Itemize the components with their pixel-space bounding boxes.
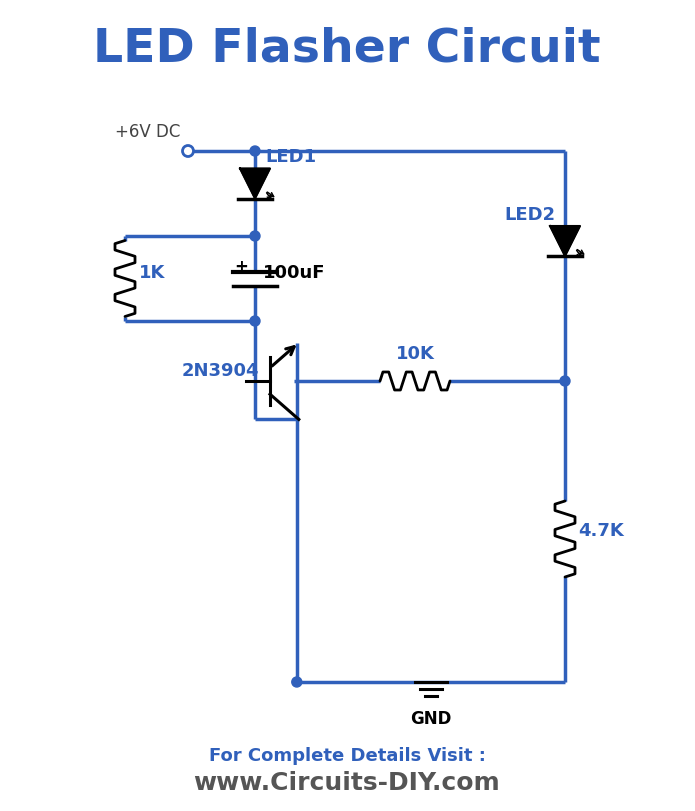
Circle shape [250, 231, 260, 241]
Text: LED2: LED2 [504, 206, 555, 224]
Text: 100uF: 100uF [263, 264, 325, 282]
Circle shape [292, 677, 302, 687]
Text: 4.7K: 4.7K [578, 522, 623, 540]
Circle shape [250, 146, 260, 156]
Text: LED1: LED1 [265, 148, 316, 166]
Text: LED Flasher Circuit: LED Flasher Circuit [93, 27, 600, 71]
Text: www.Circuits-DIY.com: www.Circuits-DIY.com [194, 771, 500, 795]
Polygon shape [550, 226, 580, 256]
Text: For Complete Details Visit :: For Complete Details Visit : [208, 747, 485, 765]
Text: +: + [234, 258, 248, 276]
Text: 2N3904: 2N3904 [181, 362, 259, 380]
Circle shape [560, 376, 570, 386]
Circle shape [250, 316, 260, 326]
Text: GND: GND [410, 710, 452, 728]
Text: 10K: 10K [395, 345, 434, 363]
Text: +6V DC: +6V DC [115, 123, 180, 141]
Text: 1K: 1K [139, 264, 165, 282]
Polygon shape [240, 169, 270, 199]
